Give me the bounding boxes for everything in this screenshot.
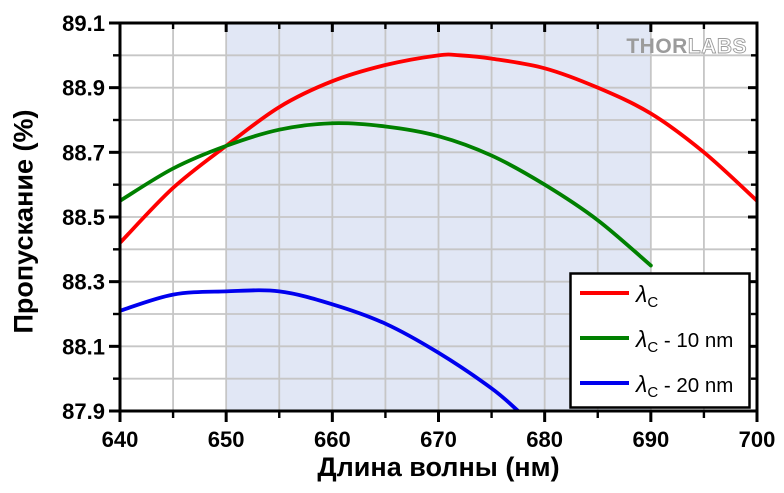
legend-lambda-subscript: C xyxy=(647,384,658,401)
y-tick-label: 88.1 xyxy=(62,334,105,359)
y-tick-label: 88.7 xyxy=(62,140,105,165)
legend-lambda-symbol: λ xyxy=(634,281,647,307)
legend-label-suffix: - 20 nm xyxy=(658,374,733,397)
legend-lambda-symbol: λ xyxy=(634,371,647,397)
axis-ticks xyxy=(109,21,759,422)
x-tick-label: 640 xyxy=(102,427,139,452)
x-tick-label: 650 xyxy=(208,427,245,452)
legend-lambda-subscript: C xyxy=(647,339,658,356)
y-tick-label: 88.5 xyxy=(62,205,105,230)
data-curves xyxy=(120,52,757,411)
x-tick-label: 660 xyxy=(314,427,351,452)
thorlabs-logo: THORLABS xyxy=(626,35,747,58)
legend-label-lambda-c: λC xyxy=(634,281,658,311)
curve-lambda-c-minus-20nm xyxy=(120,288,521,411)
legend-label-lambda-c-minus-20nm: λC - 20 nm xyxy=(634,371,733,401)
y-axis-title: Пропускание (%) xyxy=(8,109,39,334)
x-tick-label: 670 xyxy=(420,427,457,452)
logo-text-outline: LABS xyxy=(688,35,747,58)
y-tick-label: 89.1 xyxy=(62,11,105,36)
legend-lambda-symbol: λ xyxy=(634,326,647,352)
y-tick-label: 88.3 xyxy=(62,270,105,295)
x-tick-label: 690 xyxy=(632,427,669,452)
curve-lambda-c-minus-10nm xyxy=(120,121,653,268)
y-tick-label: 88.9 xyxy=(62,76,105,101)
x-axis-title: Длина волны (нм) xyxy=(317,452,560,482)
tick-labels: 640 650 660 670 680 690 700 87.9 88.1 88.3 88.5 88.… xyxy=(62,11,775,452)
legend-label-suffix: - 10 nm xyxy=(658,329,733,352)
y-tick-label: 87.9 xyxy=(62,399,105,424)
logo-text-solid: THOR xyxy=(626,35,688,58)
legend-lambda-subscript: C xyxy=(647,294,658,311)
x-tick-label: 700 xyxy=(739,427,776,452)
legend-box xyxy=(569,272,751,409)
x-tick-label: 680 xyxy=(526,427,563,452)
legend-label-lambda-c-minus-10nm: λC - 10 nm xyxy=(634,326,733,356)
